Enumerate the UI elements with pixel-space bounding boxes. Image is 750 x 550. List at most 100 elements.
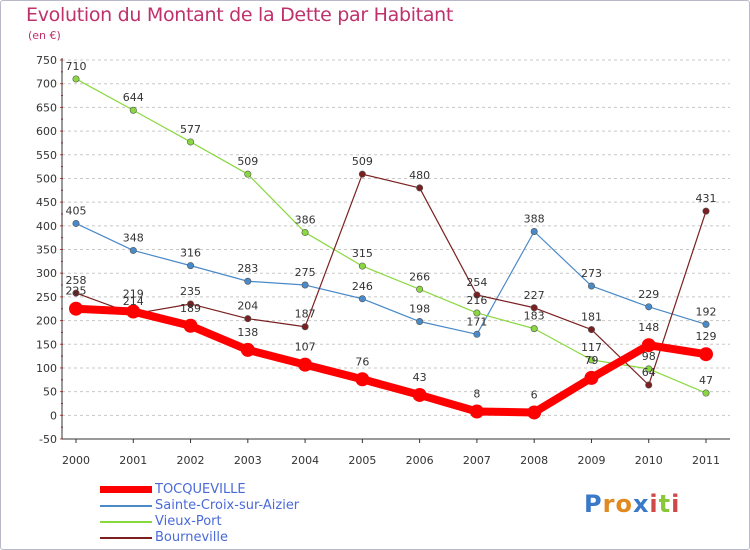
data-label-tocqueville: 79 (584, 354, 598, 367)
x-tick-label: 2000 (62, 454, 90, 467)
series-line-tocqueville (72, 304, 710, 417)
x-tick-label: 2010 (635, 454, 663, 467)
data-label-tocqueville: 219 (123, 288, 144, 301)
legend-swatch-sainte-croix (100, 505, 152, 507)
chart-title: Evolution du Montant de la Dette par Hab… (26, 4, 454, 26)
data-point-vieux-port (416, 285, 424, 293)
data-label-tocqueville: 129 (696, 330, 717, 343)
data-label-bourneville: 204 (237, 300, 258, 313)
data-label-vieux-port: 710 (66, 60, 87, 73)
logo-letter: i (671, 490, 681, 518)
legend-item-tocqueville: TOCQUEVILLE (100, 482, 340, 498)
data-point-vieux-port (530, 325, 538, 333)
y-tick-label: 0 (50, 409, 57, 422)
logo-letter: P (584, 490, 603, 518)
y-tick-label: 350 (36, 244, 57, 257)
data-point-tocqueville (641, 338, 656, 353)
data-point-bourneville (416, 184, 424, 192)
y-tick-label: 150 (36, 338, 57, 351)
data-label-bourneville: 235 (180, 285, 201, 298)
y-tick-label: 500 (36, 172, 57, 185)
data-point-sainte-croix-sur-aizier (416, 318, 424, 326)
data-label-vieux-port: 509 (237, 155, 258, 168)
data-point-tocqueville (469, 404, 484, 419)
data-label-tocqueville: 189 (180, 302, 201, 315)
x-tick-label: 2001 (119, 454, 147, 467)
data-point-vieux-port (645, 365, 653, 373)
data-label-tocqueville: 148 (638, 321, 659, 334)
data-point-vieux-port (187, 138, 195, 146)
data-point-sainte-croix-sur-aizier (702, 320, 710, 328)
data-label-tocqueville: 225 (66, 285, 87, 298)
legend-swatch-bourneville (100, 537, 152, 539)
legend-label-sainte-croix: Sainte-Croix-sur-Aizier (155, 498, 300, 513)
data-point-vieux-port (244, 170, 252, 178)
x-tick-label: 2002 (177, 454, 205, 467)
y-tick-label: 250 (36, 291, 57, 304)
y-tick-label: 400 (36, 220, 57, 233)
legend-label-bourneville: Bourneville (155, 530, 228, 545)
y-tick-label: 300 (36, 267, 57, 280)
data-point-tocqueville (412, 387, 427, 402)
data-point-sainte-croix-sur-aizier (244, 277, 252, 285)
data-label-sainte-croix-sur-aizier: 316 (180, 247, 201, 260)
data-point-vieux-port (587, 356, 595, 364)
data-point-sainte-croix-sur-aizier (129, 246, 137, 254)
x-tick-label: 2003 (234, 454, 262, 467)
y-tick-label: 600 (36, 125, 57, 138)
data-point-bourneville (358, 170, 366, 178)
data-point-bourneville (702, 207, 710, 215)
data-point-sainte-croix-sur-aizier (187, 262, 195, 270)
data-label-bourneville: 187 (295, 308, 316, 321)
data-label-bourneville: 431 (696, 192, 717, 205)
legend-swatch-vieux-port (100, 521, 152, 523)
data-label-vieux-port: 315 (352, 247, 373, 260)
x-tick-label: 2008 (520, 454, 548, 467)
data-point-vieux-port (301, 228, 309, 236)
data-point-tocqueville (527, 405, 542, 420)
data-label-bourneville: 480 (409, 169, 430, 182)
data-label-vieux-port: 644 (123, 91, 144, 104)
data-label-sainte-croix-sur-aizier: 275 (295, 266, 316, 279)
data-point-tocqueville (584, 370, 599, 385)
data-point-sainte-croix-sur-aizier (72, 219, 80, 227)
data-label-bourneville: 227 (524, 289, 545, 302)
series-line-vieux-port (75, 78, 707, 394)
data-label-sainte-croix-sur-aizier: 192 (696, 305, 717, 318)
series-lines (69, 75, 713, 420)
x-tick-label: 2004 (291, 454, 319, 467)
data-label-sainte-croix-sur-aizier: 348 (123, 231, 144, 244)
x-tick-labels: 2000 2001 2002 2003 2004 2005 2006 2007 2008 2009… (62, 454, 720, 467)
y-tick-label: 200 (36, 315, 57, 328)
proxiti-logo: Proxiti (584, 490, 680, 518)
y-tick-label: -50 (39, 433, 57, 446)
data-label-sainte-croix-sur-aizier: 246 (352, 280, 373, 293)
x-tick-label: 2005 (348, 454, 376, 467)
legend-label-vieux-port: Vieux-Port (155, 514, 222, 529)
grid-lines (62, 59, 730, 440)
data-point-vieux-port (358, 262, 366, 270)
data-point-vieux-port (473, 309, 481, 317)
data-point-tocqueville (126, 304, 141, 319)
data-point-tocqueville (183, 318, 198, 333)
data-point-bourneville (301, 323, 309, 331)
data-point-sainte-croix-sur-aizier (587, 282, 595, 290)
data-point-vieux-port (129, 106, 137, 114)
logo-letter: r (602, 490, 616, 518)
y-tick-label: 650 (36, 101, 57, 114)
data-label-vieux-port: 266 (409, 270, 430, 283)
data-label-vieux-port: 117 (581, 341, 602, 354)
y-tick-label: 50 (43, 386, 57, 399)
data-point-sainte-croix-sur-aizier (358, 295, 366, 303)
legend-item-bourneville: Bourneville (100, 530, 340, 546)
data-point-bourneville (530, 304, 538, 312)
logo-letter: x (632, 490, 650, 518)
y-tick-label: 450 (36, 196, 57, 209)
legend-item-vieux-port: Vieux-Port (100, 514, 340, 530)
data-point-vieux-port (702, 389, 710, 397)
data-labels: 405 348 316 283 275 246 198 171 388 273 229 192 710 6… (66, 60, 717, 402)
data-point-bourneville (587, 326, 595, 334)
data-point-bourneville (645, 381, 653, 389)
data-label-sainte-croix-sur-aizier: 229 (638, 288, 659, 301)
